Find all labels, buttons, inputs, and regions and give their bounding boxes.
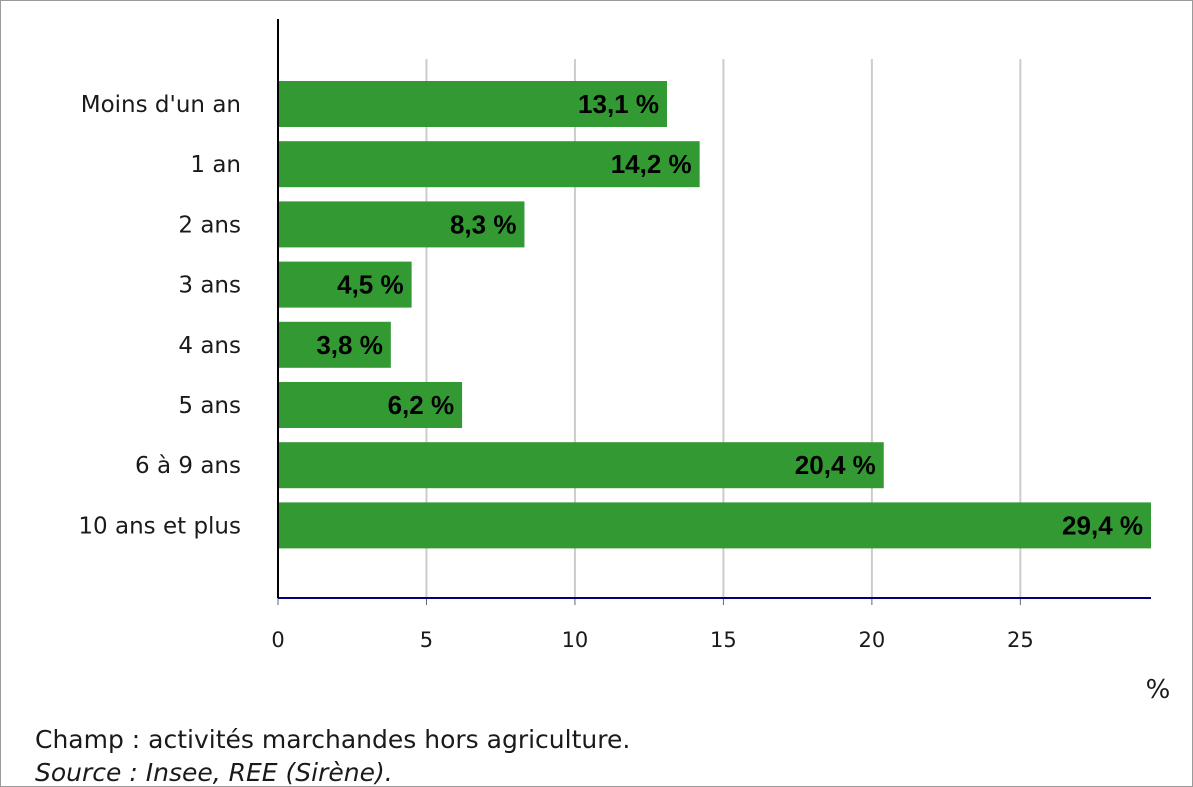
category-label: 10 ans et plus	[78, 513, 241, 539]
value-label: 20,4 %	[795, 450, 876, 480]
x-tick-label: 15	[710, 628, 737, 652]
chart-notes: Champ : activités marchandes hors agricu…	[35, 723, 631, 787]
bar	[278, 201, 525, 248]
category-label: 1 an	[190, 152, 241, 178]
field-note: Champ : activités marchandes hors agricu…	[35, 725, 631, 754]
bar	[278, 141, 700, 188]
x-tick-label: 5	[420, 628, 433, 652]
value-label: 14,2 %	[611, 149, 692, 179]
labels: 0 5 10 15 20 25 Moins d'un an 13,1 % 1 an 14,2 % 2…	[78, 89, 1143, 652]
x-tick-label: 20	[859, 628, 886, 652]
axes	[277, 19, 1151, 605]
category-label: 2 ans	[178, 212, 241, 238]
bar	[278, 261, 412, 308]
bar	[278, 81, 667, 127]
category-label: 3 ans	[178, 273, 241, 299]
source-note: Source : Insee, REE (Sirène).	[35, 758, 393, 787]
value-label: 8,3 %	[450, 209, 517, 239]
x-tick-label: 25	[1007, 628, 1034, 652]
value-label: 6,2 %	[388, 390, 455, 420]
value-label: 13,1 %	[578, 89, 659, 119]
value-label: 29,4 %	[1062, 510, 1143, 540]
bar	[278, 502, 1151, 549]
bars	[278, 81, 1151, 549]
bar-chart: 0 5 10 15 20 25 Moins d'un an 13,1 % 1 an 14,2 % 2…	[78, 19, 1171, 705]
category-label: 5 ans	[178, 393, 241, 419]
category-label: Moins d'un an	[81, 92, 241, 118]
value-label: 3,8 %	[316, 330, 383, 360]
x-tick-label: 0	[271, 628, 284, 652]
x-tick-label: 10	[562, 628, 589, 652]
category-label: 4 ans	[178, 333, 241, 359]
x-axis-unit-label: %	[1146, 675, 1171, 705]
bar	[278, 321, 391, 368]
category-label: 6 à 9 ans	[135, 453, 241, 479]
bar	[278, 382, 463, 428]
bar	[278, 442, 884, 489]
value-label: 4,5 %	[337, 270, 404, 300]
